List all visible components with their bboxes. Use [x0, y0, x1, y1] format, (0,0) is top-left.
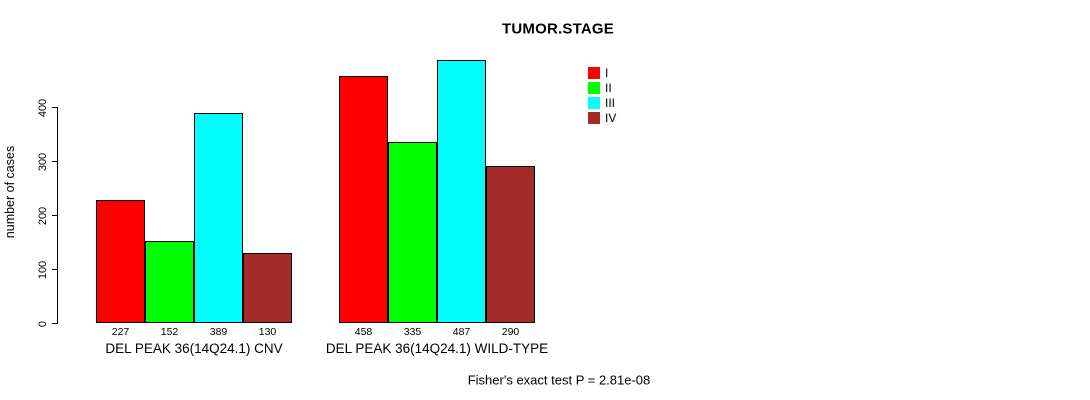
bar-stage-iv-group1 — [243, 253, 292, 323]
legend-label-iv: IV — [605, 111, 617, 125]
fisher-test-note: Fisher's exact test P = 2.81e-08 — [467, 372, 651, 388]
bar-value-label: 290 — [501, 326, 520, 338]
y-tick-label: 0 — [37, 320, 49, 327]
legend-swatch-iv — [588, 112, 600, 124]
y-axis-line — [57, 107, 58, 324]
bar-stage-iv-group2 — [486, 166, 535, 323]
y-axis-tick — [52, 107, 57, 108]
legend-label-i: I — [605, 66, 609, 80]
bar-value-label: 487 — [452, 326, 471, 338]
legend-swatch-i — [588, 67, 600, 79]
y-tick-label: 100 — [37, 260, 49, 279]
legend-label-ii: II — [605, 81, 612, 95]
y-axis-tick — [52, 161, 57, 162]
group-label: DEL PEAK 36(14Q24.1) CNV — [105, 341, 283, 356]
y-axis-tick — [52, 215, 57, 216]
bar-value-label: 458 — [354, 326, 373, 338]
group-label: DEL PEAK 36(14Q24.1) WILD-TYPE — [325, 341, 549, 356]
bar-stage-ii-group2 — [388, 142, 437, 323]
bar-stage-iii-group1 — [194, 113, 243, 323]
bar-value-label: 227 — [111, 326, 130, 338]
y-tick-label: 200 — [37, 206, 49, 225]
y-tick-label: 300 — [37, 152, 49, 171]
bar-value-label: 389 — [209, 326, 228, 338]
legend-swatch-ii — [588, 82, 600, 94]
y-tick-label: 400 — [37, 98, 49, 117]
bar-stage-i-group1 — [96, 200, 145, 323]
bar-value-label: 130 — [258, 326, 277, 338]
bar-stage-ii-group1 — [145, 241, 194, 323]
bar-stage-i-group2 — [339, 76, 388, 323]
y-axis-tick — [52, 323, 57, 324]
bar-value-label: 152 — [160, 326, 179, 338]
bar-stage-iii-group2 — [437, 60, 486, 323]
legend-label-iii: III — [605, 96, 616, 110]
chart-title: TUMOR.STAGE — [502, 20, 614, 38]
bar-value-label: 335 — [403, 326, 422, 338]
y-axis-tick — [52, 269, 57, 270]
legend-swatch-iii — [588, 97, 600, 109]
